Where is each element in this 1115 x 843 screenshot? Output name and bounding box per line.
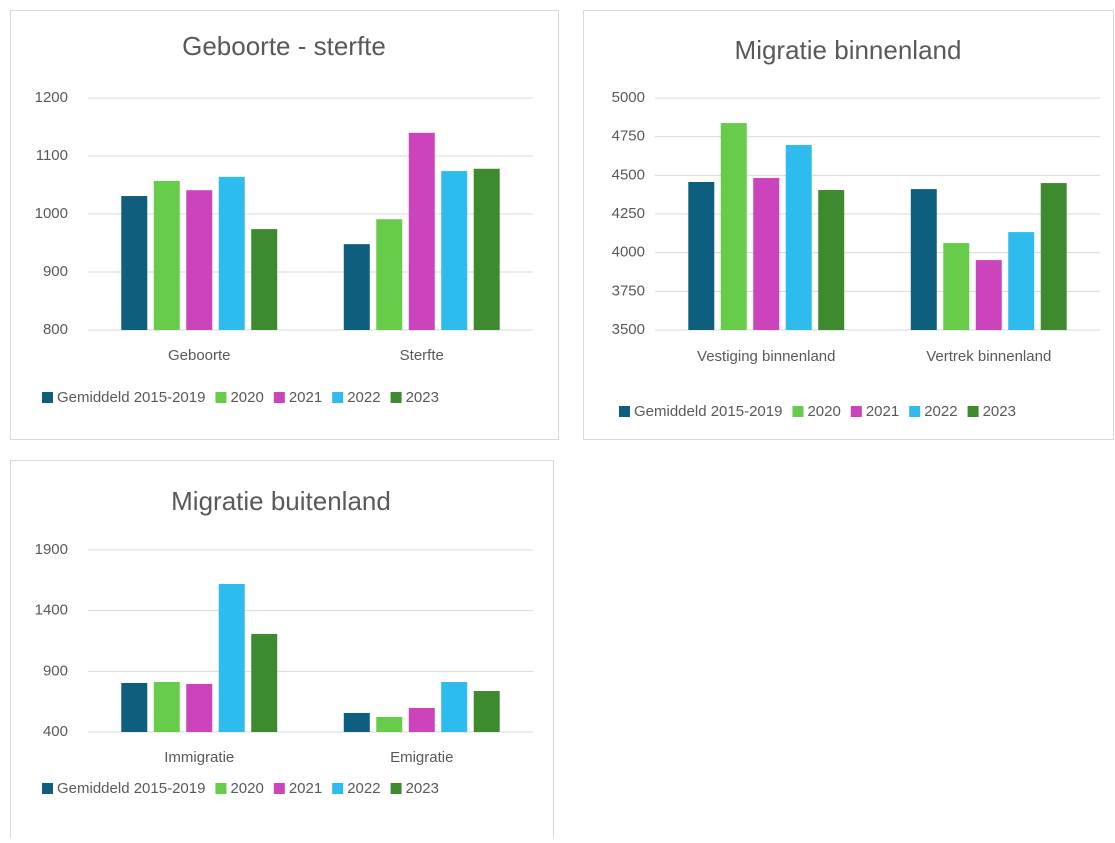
legend-label: Gemiddeld 2015-2019 <box>57 389 205 406</box>
x-tick-label: Geboorte <box>168 347 231 364</box>
y-tick-label: 4250 <box>612 205 645 222</box>
y-tick-label: 5000 <box>612 89 645 106</box>
legend-swatch <box>215 783 227 794</box>
legend-label: 2021 <box>866 403 899 420</box>
bar <box>975 260 1002 330</box>
bar <box>441 171 468 330</box>
y-tick-label: 1200 <box>35 89 68 106</box>
bar <box>473 690 500 732</box>
bar <box>473 168 500 330</box>
bar <box>343 712 370 732</box>
legend-swatch <box>619 406 630 417</box>
legend-label: Gemiddeld 2015-2019 <box>57 780 205 797</box>
legend-swatch <box>332 783 344 794</box>
legend-swatch <box>390 392 402 403</box>
y-tick-label: 900 <box>43 662 68 679</box>
bar <box>218 583 245 732</box>
legend-label: 2023 <box>406 389 439 406</box>
bar <box>251 633 278 732</box>
bar <box>1008 232 1035 330</box>
y-tick-label: 3500 <box>612 321 645 338</box>
legend-swatch <box>273 392 285 403</box>
legend-swatch <box>332 392 344 403</box>
legend-label: 2022 <box>347 389 380 406</box>
bar <box>818 190 845 330</box>
y-tick-label: 1000 <box>35 205 68 222</box>
bar <box>186 190 213 330</box>
legend-label: 2023 <box>406 780 439 797</box>
legend-swatch <box>792 406 804 417</box>
bar <box>376 219 403 330</box>
legend-label: 2020 <box>807 403 840 420</box>
legend-swatch <box>42 392 53 403</box>
legend-label: 2020 <box>230 780 263 797</box>
bar <box>153 682 180 732</box>
legend-label: 2023 <box>983 403 1016 420</box>
bar <box>753 177 780 330</box>
bar <box>121 196 148 330</box>
legend-label: Gemiddeld 2015-2019 <box>634 403 782 420</box>
bar <box>218 176 245 330</box>
bar <box>121 682 148 732</box>
bar <box>1040 183 1067 330</box>
x-tick-label: Emigratie <box>390 749 453 766</box>
y-tick-label: 1400 <box>35 602 68 619</box>
bar <box>153 180 180 330</box>
y-tick-label: 4750 <box>612 128 645 145</box>
bar <box>910 189 937 330</box>
legend-label: 2022 <box>924 403 957 420</box>
legend-swatch <box>850 406 862 417</box>
bar <box>785 145 812 330</box>
bar <box>251 229 278 330</box>
legend-label: 2021 <box>289 389 322 406</box>
legend-swatch <box>42 783 53 794</box>
y-tick-label: 3750 <box>612 282 645 299</box>
y-tick-label: 800 <box>43 321 68 338</box>
legend-swatch <box>390 783 402 794</box>
legend-label: 2020 <box>230 389 263 406</box>
panel <box>583 10 1114 440</box>
chart-title: Migratie buitenland <box>171 486 391 516</box>
bar <box>943 243 970 330</box>
legend-label: 2022 <box>347 780 380 797</box>
legend-swatch <box>273 783 285 794</box>
bar <box>688 181 715 330</box>
bar <box>720 123 747 330</box>
chart-title: Geboorte - sterfte <box>182 31 386 61</box>
legend-label: 2021 <box>289 780 322 797</box>
legend-swatch <box>215 392 227 403</box>
y-tick-label: 4000 <box>612 244 645 261</box>
y-tick-label: 1900 <box>35 541 68 558</box>
bar <box>441 682 468 732</box>
x-tick-label: Immigratie <box>164 749 234 766</box>
legend-swatch <box>967 406 979 417</box>
bar <box>376 716 403 732</box>
chart-title: Migratie binnenland <box>735 35 962 65</box>
bar <box>186 683 213 732</box>
y-tick-label: 4500 <box>612 166 645 183</box>
y-tick-label: 400 <box>43 723 68 740</box>
legend-swatch <box>909 406 921 417</box>
x-tick-label: Vestiging binnenland <box>697 348 835 365</box>
y-tick-label: 1100 <box>36 147 68 164</box>
x-tick-label: Vertrek binnenland <box>926 348 1051 365</box>
bar <box>408 707 435 732</box>
panel <box>10 460 554 841</box>
bar <box>343 244 370 330</box>
x-tick-label: Sterfte <box>400 347 444 364</box>
bar <box>408 132 435 330</box>
y-tick-label: 900 <box>43 263 68 280</box>
